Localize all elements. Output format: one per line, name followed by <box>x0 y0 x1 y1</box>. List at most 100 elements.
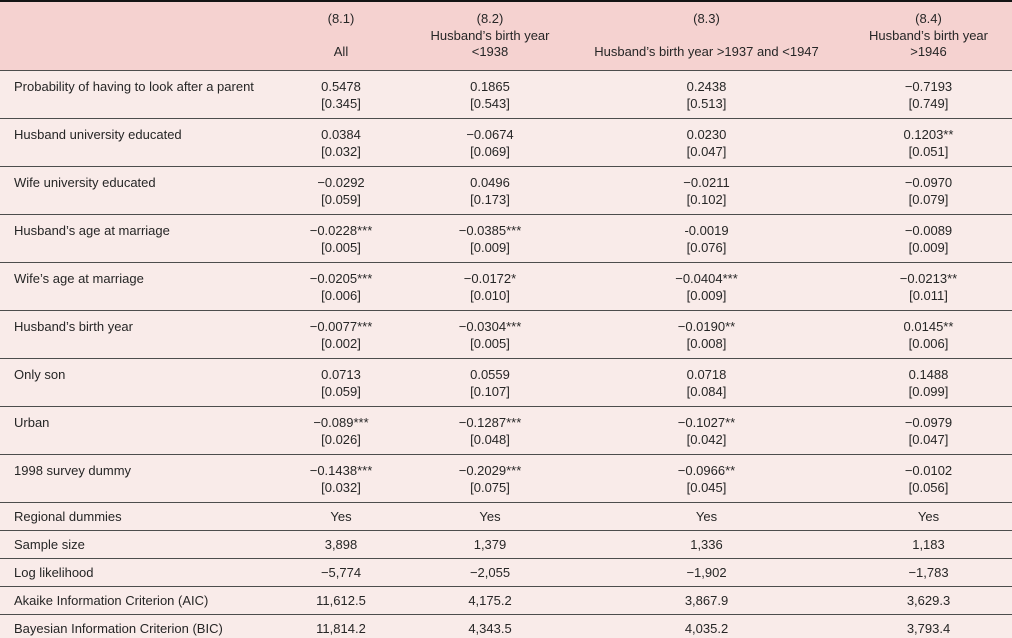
coefficient-cell: 0.1488 [0.099] <box>845 358 1012 406</box>
coefficient-value: −0.0966** <box>677 462 736 478</box>
coefficient-cell: −0.1027** [0.042] <box>568 406 845 454</box>
stat-value: Yes <box>479 508 501 524</box>
standard-error: [0.006] <box>321 287 361 303</box>
header-label-spacer <box>0 1 270 28</box>
coefficient-cell: 0.0145** [0.006] <box>845 310 1012 358</box>
coefficient-value: −0.1027** <box>677 414 736 430</box>
coefficient-value: −0.2029*** <box>458 462 522 478</box>
coefficient-value: −0.0385*** <box>458 222 522 238</box>
coefficient-cell: 0.2438 [0.513] <box>568 70 845 118</box>
coefficient-cell: −0.089*** [0.026] <box>270 406 412 454</box>
standard-error: [0.173] <box>470 191 510 207</box>
table-row: Regional dummies Yes Yes Yes Yes <box>0 502 1012 530</box>
row-label: Only son <box>14 366 66 382</box>
standard-error: [0.042] <box>686 431 727 447</box>
standard-error: [0.059] <box>321 383 361 399</box>
row-label: Husband university educated <box>14 126 182 142</box>
coefficient-cell: −0.0102 [0.056] <box>845 454 1012 502</box>
coefficient-cell: −0.7193 [0.749] <box>845 70 1012 118</box>
table-row: Husband’s age at marriage −0.0228*** [0.00… <box>0 214 1012 262</box>
coefficient-cell: 0.0384 [0.032] <box>270 118 412 166</box>
coefficient-value: −0.0213** <box>899 270 958 286</box>
table-row: Probability of having to look after a pa… <box>0 70 1012 118</box>
coefficient-value: 0.1865 <box>470 78 510 94</box>
coefficient-value: −0.0205*** <box>309 270 373 286</box>
coefficient-cell: 0.0230 [0.047] <box>568 118 845 166</box>
standard-error: [0.059] <box>321 191 361 207</box>
coefficient-cell: −0.0077*** [0.002] <box>270 310 412 358</box>
coefficient-cell: 0.1865 [0.543] <box>412 70 568 118</box>
coefficient-cell: −0.0966** [0.045] <box>568 454 845 502</box>
coefficient-cell: −0.0970 [0.079] <box>845 166 1012 214</box>
coefficient-cell: 0.0718 [0.084] <box>568 358 845 406</box>
stat-value: 3,867.9 <box>684 592 729 608</box>
coefficient-cell: −0.0211 [0.102] <box>568 166 845 214</box>
standard-error: [0.099] <box>908 383 949 399</box>
stat-value: 4,175.2 <box>468 592 512 608</box>
coefficient-cell: −0.0213** [0.011] <box>845 262 1012 310</box>
coefficient-cell: −0.0172* [0.010] <box>412 262 568 310</box>
stat-value: Yes <box>330 508 352 524</box>
coefficient-cell: −0.0385*** [0.009] <box>412 214 568 262</box>
stat-value: 4,035.2 <box>684 620 729 636</box>
row-label: Probability of having to look after a pa… <box>14 78 254 94</box>
standard-error: [0.084] <box>686 383 727 399</box>
standard-error: [0.009] <box>470 239 510 255</box>
standard-error: [0.009] <box>686 287 727 303</box>
coefficient-cell: −0.0674 [0.069] <box>412 118 568 166</box>
row-label: 1998 survey dummy <box>14 462 132 478</box>
stat-value: 3,629.3 <box>906 592 951 608</box>
stat-value: Yes <box>917 508 940 524</box>
stat-rows: Regional dummies Yes Yes Yes Yes Sample size 3… <box>0 502 1012 638</box>
standard-error: [0.075] <box>470 479 510 495</box>
coefficient-value: −0.0089 <box>904 222 953 238</box>
standard-error: [0.749] <box>908 95 949 111</box>
column-number: (8.1) <box>270 1 412 28</box>
standard-error: [0.048] <box>470 431 510 447</box>
stat-value: 11,814.2 <box>316 620 366 636</box>
coefficient-value: 0.0496 <box>470 174 510 190</box>
coefficient-cell: −0.0979 [0.047] <box>845 406 1012 454</box>
table-row: Bayesian Information Criterion (BIC) 11,8… <box>0 614 1012 638</box>
stat-value: −1,783 <box>908 564 949 580</box>
standard-error: [0.032] <box>321 479 361 495</box>
standard-error: [0.047] <box>686 143 727 159</box>
row-label: Sample size <box>14 536 85 552</box>
table-row: Husband university educated 0.0384 [0.032]… <box>0 118 1012 166</box>
standard-error: [0.011] <box>909 287 948 303</box>
standard-error: [0.002] <box>321 335 361 351</box>
row-label: Husband’s birth year <box>14 318 133 334</box>
coefficient-value: −0.0172* <box>463 270 517 286</box>
standard-error: [0.107] <box>470 383 510 399</box>
header-model-numbers-row: (8.1) (8.2) (8.3) (8.4) <box>0 1 1012 28</box>
coefficient-cell: −0.1438*** [0.032] <box>270 454 412 502</box>
standard-error: [0.543] <box>470 95 510 111</box>
coefficient-cell: −0.0089 [0.009] <box>845 214 1012 262</box>
coefficient-value: 0.5478 <box>321 78 361 94</box>
standard-error: [0.006] <box>908 335 949 351</box>
header-subtitles-row: All Husband’s birth year <1938 Husband’s… <box>0 28 1012 70</box>
coefficient-value: −0.0970 <box>904 174 953 190</box>
coefficient-value: 0.0718 <box>686 366 727 382</box>
coefficient-value: −0.0228*** <box>309 222 373 238</box>
standard-error: [0.009] <box>908 239 949 255</box>
coefficient-value: 0.0230 <box>686 126 727 142</box>
coefficient-cell: −0.1287*** [0.048] <box>412 406 568 454</box>
table-row: Only son 0.0713 [0.059] 0.0559 [0.107] 0.0718… <box>0 358 1012 406</box>
coefficient-value: −0.1438*** <box>309 462 373 478</box>
header-label-spacer <box>0 28 270 70</box>
row-label: Akaike Information Criterion (AIC) <box>14 592 209 608</box>
column-number: (8.2) <box>412 1 568 28</box>
coefficient-value: −0.0077*** <box>309 318 373 334</box>
coefficient-value: 0.1488 <box>908 366 949 382</box>
column-subtitle: Husband’s birth year >1946 <box>845 28 1012 70</box>
coefficient-value: −0.0404*** <box>675 270 738 286</box>
standard-error: [0.010] <box>470 287 510 303</box>
table-row: Urban −0.089*** [0.026] −0.1287*** [0.048] −0… <box>0 406 1012 454</box>
coefficient-value: −0.089*** <box>313 414 369 430</box>
row-label: Husband’s age at marriage <box>14 222 170 238</box>
standard-error: [0.047] <box>908 431 949 447</box>
coef-rows: Probability of having to look after a pa… <box>0 70 1012 502</box>
stat-value: 1,183 <box>912 536 945 552</box>
